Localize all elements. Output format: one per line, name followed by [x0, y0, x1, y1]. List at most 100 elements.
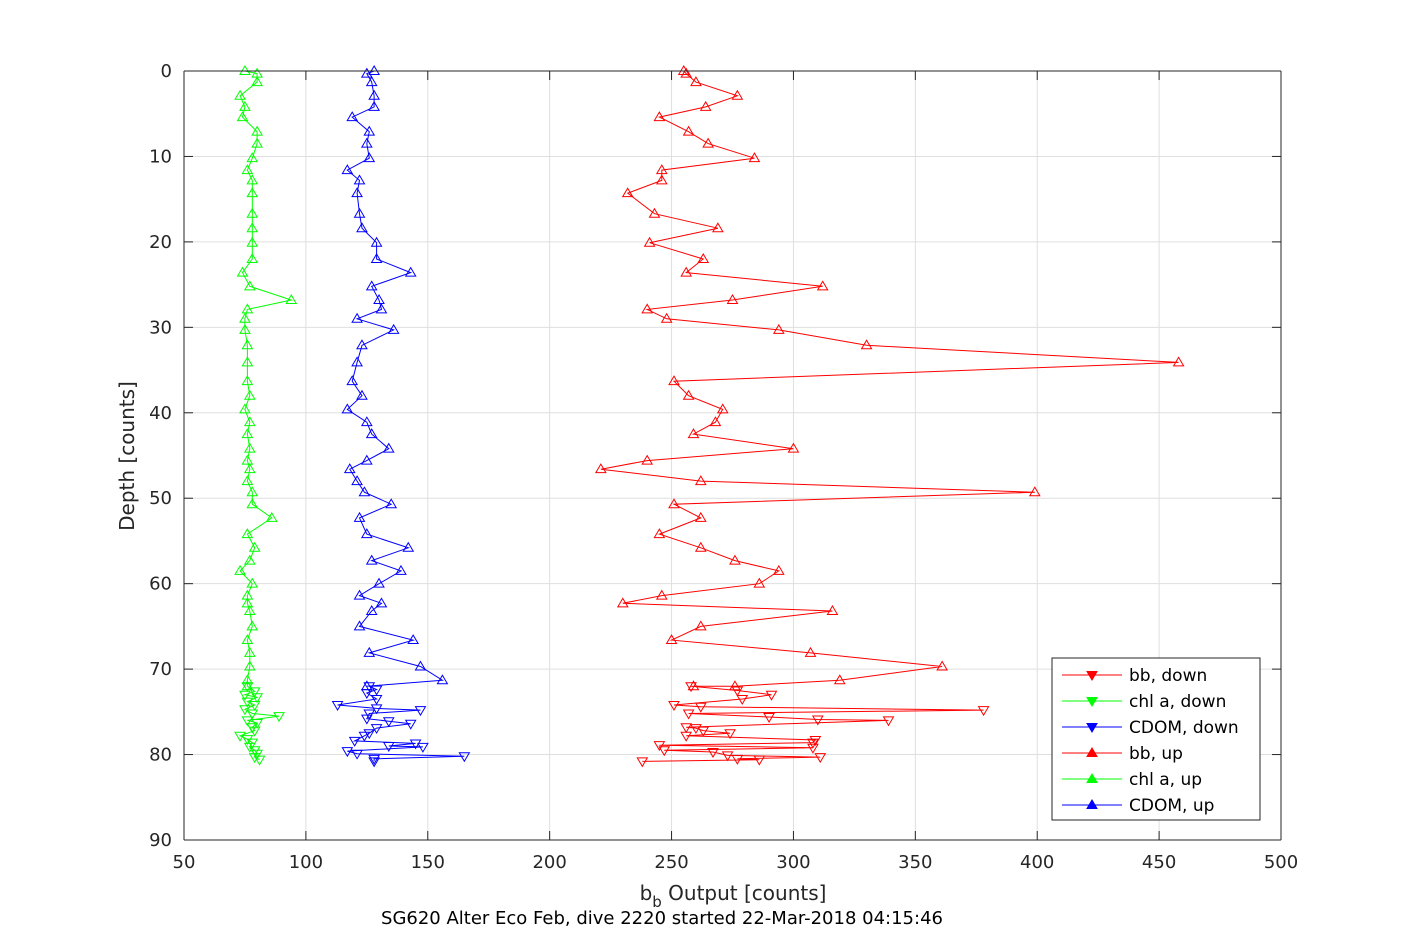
data-point-marker — [363, 152, 376, 163]
data-point-marker — [385, 498, 398, 509]
data-point-marker — [655, 164, 668, 175]
x-axis-label-subscript: b — [652, 893, 662, 911]
data-point-marker — [246, 252, 259, 263]
series-line — [239, 70, 294, 687]
data-point-marker — [677, 65, 690, 75]
data-point-marker — [809, 736, 822, 747]
data-point-marker — [368, 757, 381, 768]
data-point-marker — [341, 403, 354, 414]
series-line — [600, 70, 1179, 687]
data-point-marker — [682, 389, 695, 400]
data-point-marker — [239, 690, 251, 701]
data-point-marker — [699, 100, 712, 111]
data-point-marker — [370, 704, 383, 715]
data-point-marker — [694, 475, 707, 486]
data-point-marker — [687, 680, 700, 691]
data-point-marker — [243, 605, 256, 616]
data-point-marker — [248, 726, 261, 737]
y-tick-label: 10 — [149, 146, 172, 167]
series-chl-a-up — [234, 65, 298, 691]
data-point-marker — [731, 89, 744, 100]
data-point-marker — [243, 442, 256, 453]
data-point-marker — [239, 323, 251, 334]
legend: bb, down chl a, down CDOM, down bb, up chl a… — [1051, 657, 1261, 821]
series-layer — [234, 65, 1185, 768]
data-point-marker — [702, 137, 714, 148]
data-point-marker — [246, 709, 259, 720]
data-point-marker — [787, 442, 800, 453]
data-point-marker — [680, 723, 693, 734]
data-point-marker — [356, 389, 368, 400]
y-tick-label: 40 — [149, 403, 172, 424]
data-point-marker — [660, 312, 673, 323]
data-point-marker — [804, 646, 817, 657]
data-point-marker — [694, 620, 707, 631]
data-point-marker — [251, 125, 264, 136]
x-tick-label: 450 — [1142, 852, 1176, 873]
data-point-marker — [370, 695, 383, 706]
series-chl-a-down — [234, 682, 285, 766]
data-point-marker — [243, 646, 256, 657]
legend-box — [1051, 657, 1261, 821]
legend-entry: CDOM, down — [1062, 718, 1239, 738]
data-point-marker — [234, 564, 246, 575]
series-cdom-up — [341, 65, 449, 691]
legend-entry: chl a, up — [1062, 770, 1202, 790]
data-point-marker — [351, 475, 363, 486]
data-point-marker — [375, 303, 388, 314]
data-point-marker — [641, 303, 654, 314]
x-tick-label: 200 — [532, 852, 566, 873]
data-point-marker — [709, 416, 722, 427]
y-tick-label: 70 — [149, 659, 172, 680]
data-point-marker — [811, 715, 824, 726]
data-point-marker — [236, 266, 249, 277]
legend-label: CDOM, down — [1129, 718, 1239, 738]
data-point-marker — [241, 454, 254, 465]
data-point-marker — [273, 712, 285, 723]
data-point-marker — [285, 294, 298, 304]
data-point-marker — [241, 674, 254, 685]
data-point-marker — [365, 428, 378, 439]
data-point-marker — [246, 187, 259, 198]
data-point-marker — [763, 712, 775, 723]
data-point-marker — [365, 554, 378, 565]
data-point-marker — [414, 660, 427, 671]
data-point-marker — [246, 152, 259, 163]
legend-entry: bb, down — [1062, 666, 1207, 686]
series-line — [337, 685, 465, 762]
data-point-marker — [358, 486, 371, 497]
data-point-marker — [636, 757, 649, 768]
y-tick-label: 90 — [149, 830, 172, 851]
data-point-marker — [807, 743, 819, 754]
data-point-marker — [241, 475, 254, 486]
x-tick-label: 100 — [289, 852, 323, 873]
data-point-marker — [668, 700, 680, 711]
data-point-marker — [697, 252, 710, 263]
data-point-marker — [882, 716, 895, 727]
data-point-marker — [382, 742, 395, 752]
data-point-marker — [265, 511, 278, 522]
data-point-marker — [668, 498, 680, 509]
legend-label: chl a, up — [1129, 770, 1202, 790]
data-point-marker — [356, 222, 368, 233]
data-point-marker — [731, 754, 744, 765]
data-point-marker — [724, 729, 736, 740]
data-point-marker — [368, 754, 381, 765]
data-point-marker — [360, 67, 373, 78]
axes-frame — [183, 70, 1282, 841]
ticks: 50 100 150 200 250 300 350 400 450 500 0 10 20 30 40 50… — [149, 61, 1298, 873]
data-point-marker — [690, 724, 702, 735]
data-point-marker — [248, 753, 261, 764]
data-point-marker — [772, 564, 785, 575]
data-point-marker — [682, 125, 695, 136]
data-point-marker — [365, 280, 378, 291]
data-point-marker — [690, 76, 702, 87]
data-point-marker — [370, 252, 383, 263]
data-point-marker — [373, 577, 385, 588]
data-point-marker — [360, 714, 373, 725]
data-point-marker — [653, 111, 666, 122]
series-bb-up — [594, 65, 1185, 691]
legend-entry: bb, up — [1062, 744, 1183, 764]
data-point-marker — [375, 597, 388, 608]
